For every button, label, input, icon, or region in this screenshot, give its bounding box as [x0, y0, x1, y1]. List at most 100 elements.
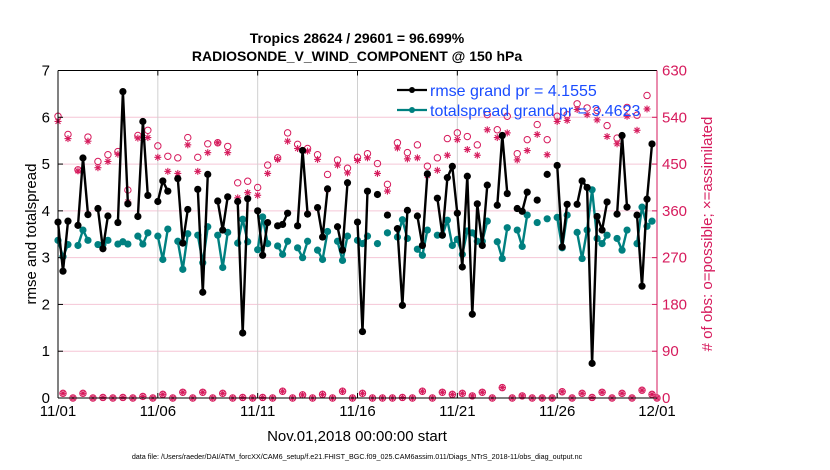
totalspread-point	[623, 226, 631, 234]
assimilated-obs-marker	[224, 149, 232, 157]
asterisk-stroke	[399, 394, 406, 401]
asterisk-stroke	[604, 133, 610, 140]
possible-obs-marker	[104, 151, 112, 159]
assimilated-obs-marker	[578, 389, 586, 397]
totalspread-point	[598, 240, 606, 248]
rmse-point	[458, 263, 466, 271]
rmse-point	[59, 267, 67, 275]
assimilated-obs-marker	[319, 390, 327, 398]
assimilated-obs-marker	[453, 136, 461, 144]
totalspread-point	[543, 215, 551, 223]
y-right-tick-label: 0	[662, 390, 670, 407]
assimilated-obs-marker	[558, 388, 566, 396]
rmse-point	[468, 310, 476, 318]
possible-obs-marker	[433, 154, 442, 162]
possible-obs-marker	[164, 152, 172, 160]
possible-obs-marker	[154, 142, 162, 150]
asterisk-stroke	[464, 146, 471, 153]
y-tick-label: 1	[42, 343, 50, 360]
rmse-point	[338, 246, 347, 254]
rmse-point	[518, 207, 526, 215]
assimilated-obs-marker	[503, 129, 511, 137]
rmse-point	[219, 226, 227, 234]
totalspread-point	[74, 241, 82, 250]
rmse-point	[473, 200, 481, 208]
rmse-point	[343, 179, 352, 187]
asterisk-stroke	[414, 154, 421, 161]
rmse-point	[294, 222, 302, 230]
rmse-point	[633, 211, 641, 219]
rmse-point	[64, 217, 72, 225]
assimilated-obs-marker	[94, 164, 102, 172]
totalspread-point	[239, 215, 247, 223]
possible-obs-marker	[603, 121, 611, 130]
possible-obs-marker	[263, 161, 272, 169]
possible-obs-marker	[503, 112, 511, 120]
assimilated-obs-marker	[498, 384, 506, 392]
totalspread-point	[648, 217, 656, 225]
rmse-line	[575, 179, 609, 365]
asterisk-stroke	[135, 135, 141, 141]
totalspread-point	[383, 229, 392, 237]
x-tick-label: 11/16	[339, 403, 375, 420]
rmse-point	[284, 209, 292, 217]
asterisk-stroke	[574, 106, 580, 113]
asterisk-stroke	[85, 138, 91, 145]
rmse-point	[423, 170, 431, 178]
assimilated-obs-marker	[393, 144, 401, 152]
possible-obs-marker	[443, 134, 452, 143]
rmse-point	[323, 185, 332, 193]
asterisk-stroke	[544, 151, 551, 158]
asterisk-stroke	[364, 154, 371, 161]
assimilated-obs-marker	[219, 389, 227, 397]
totalspread-point	[443, 216, 451, 224]
rmse-point	[483, 181, 491, 189]
totalspread-point	[134, 232, 142, 240]
assimilated-obs-marker	[438, 388, 446, 396]
assimilated-obs-marker	[139, 392, 147, 400]
asterisk-stroke	[319, 391, 326, 398]
assimilated-obs-marker	[99, 393, 107, 401]
asterisk-stroke	[144, 134, 151, 141]
totalspread-point	[498, 254, 506, 263]
assimilated-obs-marker	[194, 167, 202, 175]
totalspread-point	[613, 234, 621, 243]
rmse-point	[298, 146, 307, 155]
assimilated-obs-marker	[164, 167, 172, 175]
asterisk-stroke	[614, 140, 620, 147]
asterisk-stroke	[459, 390, 466, 397]
rmse-point	[179, 239, 187, 247]
totalspread-point	[358, 240, 367, 248]
possible-obs-marker	[403, 148, 412, 157]
totalspread-point	[573, 228, 581, 236]
totalspread-point	[323, 227, 332, 236]
possible-obs-marker	[643, 91, 651, 100]
assimilated-obs-marker	[299, 391, 307, 399]
totalspread-point	[79, 226, 87, 234]
totalspread-point	[448, 241, 456, 250]
possible-obs-marker	[463, 132, 472, 141]
asterisk-stroke	[219, 390, 226, 397]
totalspread-point	[343, 232, 352, 240]
rmse-point	[418, 241, 426, 250]
rmse-point	[114, 218, 122, 227]
rmse-point	[578, 177, 586, 185]
rmse-point	[463, 172, 471, 180]
totalspread-point	[318, 255, 327, 264]
possible-obs-marker	[633, 111, 641, 119]
asterisk-stroke	[434, 167, 441, 174]
assimilated-obs-marker	[523, 147, 531, 155]
rmse-point	[94, 204, 102, 213]
asterisk-stroke	[354, 157, 361, 164]
y-axis-right-label: # of obs: o=possible; ×=assimilated	[699, 117, 716, 352]
assimilated-obs-marker	[623, 112, 631, 120]
y-right-tick-label: 270	[662, 250, 687, 267]
assimilated-obs-marker	[363, 154, 371, 162]
rmse-line	[635, 143, 654, 288]
rmse-point	[214, 197, 222, 205]
asterisk-stroke	[254, 192, 261, 199]
rmse-point	[313, 203, 322, 212]
asterisk-stroke	[334, 162, 341, 168]
asterisk-stroke	[274, 156, 281, 163]
rmse-point	[648, 140, 656, 148]
